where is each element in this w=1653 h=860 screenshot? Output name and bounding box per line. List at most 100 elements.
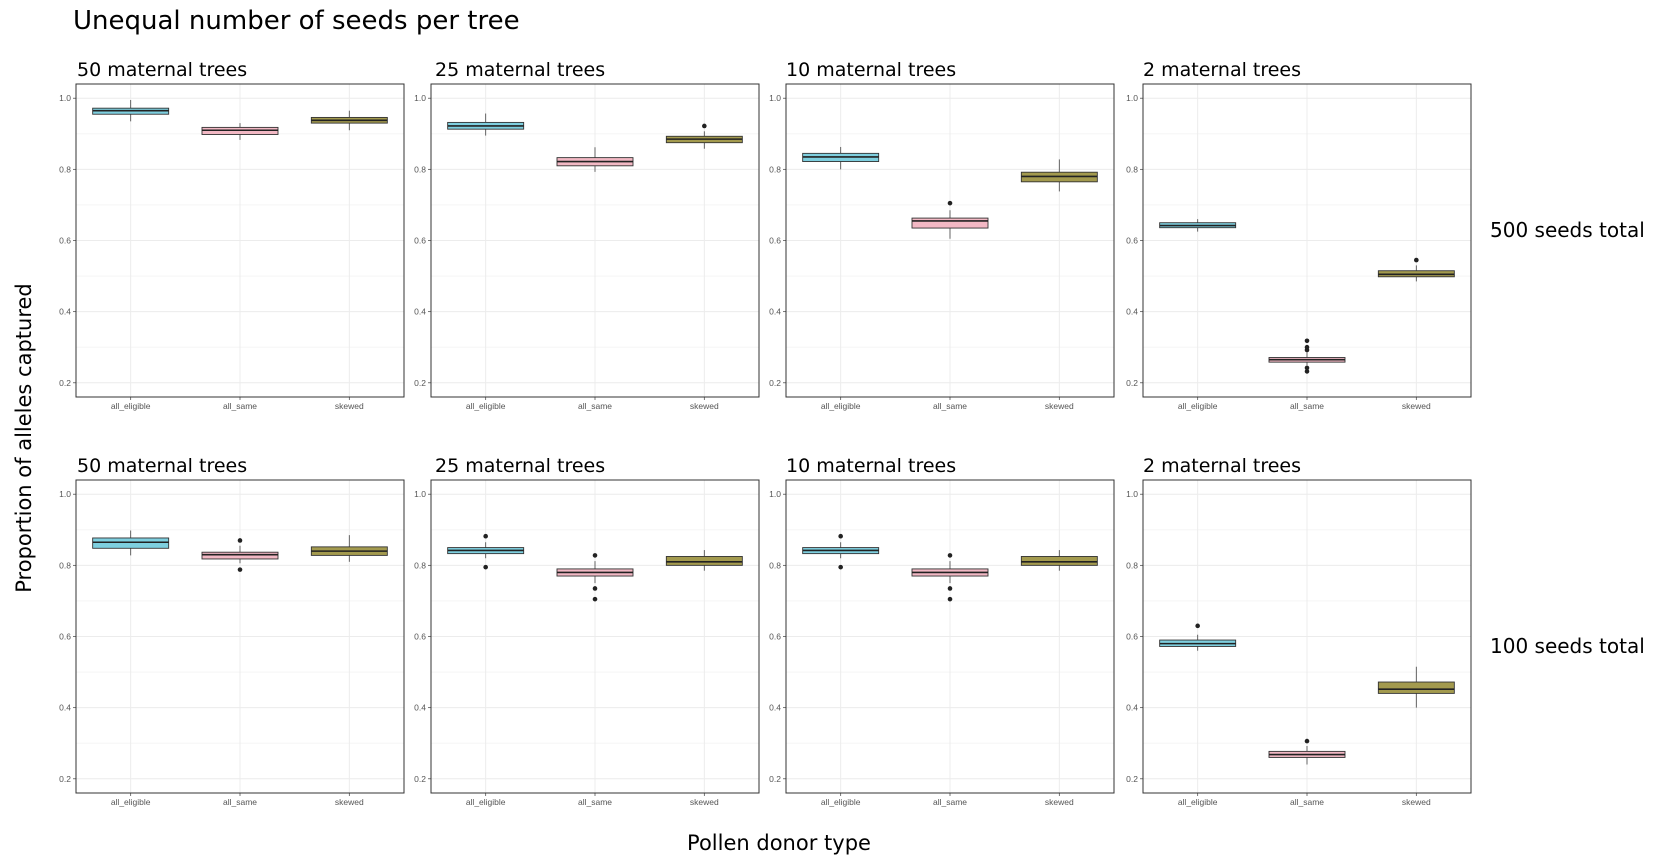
x-axis-label: Pollen donor type [687, 831, 871, 855]
y-tick-label: 1.0 [414, 489, 426, 499]
box-skewed [310, 535, 388, 562]
outlier-point [702, 123, 707, 129]
box-skewed [1377, 666, 1455, 708]
y-tick-label: 0.2 [59, 378, 71, 388]
y-tick-label: 0.2 [1126, 378, 1138, 388]
y-tick-label: 1.0 [59, 489, 71, 499]
x-tick-label: all_eligible [111, 797, 151, 807]
box-all_same [1268, 338, 1346, 374]
box-skewed [310, 110, 388, 131]
x-tick-label: all_same [1290, 797, 1324, 807]
outlier-point [1414, 257, 1419, 263]
outlier-point [947, 553, 953, 558]
y-tick-label: 1.0 [769, 489, 781, 499]
panel-2: 25 maternal trees 0.2 0.4 0.6 0.8 1.0 all_elig… [414, 59, 760, 411]
x-tick-label: skewed [690, 401, 719, 411]
x-tick-label: all_eligible [111, 401, 151, 411]
panel-title: 10 maternal trees [786, 455, 956, 477]
y-tick-label: 0.4 [1126, 307, 1138, 317]
y-tick-label: 0.6 [414, 236, 426, 246]
box-all_same [556, 553, 634, 602]
y-tick-label: 0.8 [59, 560, 71, 570]
box-body [1020, 556, 1098, 566]
x-tick-label: all_eligible [821, 401, 861, 411]
outlier-point [237, 567, 243, 572]
x-tick-label: all_same [933, 401, 967, 411]
box-body [92, 537, 170, 549]
panel-frame [785, 479, 1115, 794]
outlier-point [1304, 338, 1310, 344]
box-skewed [665, 123, 743, 149]
box-body [201, 551, 279, 560]
y-tick-label: 0.2 [59, 774, 71, 784]
panel-frame [430, 479, 760, 794]
box-all_same [1268, 738, 1346, 765]
y-tick-label: 0.6 [1126, 632, 1138, 642]
box-all_same [556, 147, 634, 172]
y-tick-label: 0.8 [414, 164, 426, 174]
y-tick-label: 0.6 [1126, 236, 1138, 246]
x-tick-label: all_same [223, 797, 257, 807]
box-all_eligible [447, 533, 525, 570]
x-tick-label: skewed [690, 797, 719, 807]
outlier-point [1304, 738, 1310, 744]
y-tick-label: 0.4 [414, 307, 426, 317]
panel-frame [75, 83, 405, 398]
outlier-point [838, 564, 843, 570]
outlier-point [592, 596, 598, 602]
y-tick-label: 1.0 [59, 93, 71, 103]
y-tick-label: 0.4 [769, 307, 781, 317]
panel-title: 2 maternal trees [1143, 455, 1301, 477]
box-skewed [1377, 257, 1455, 282]
panel-frame [430, 83, 760, 398]
outlier-point [1195, 623, 1200, 629]
panels-group: 50 maternal trees 0.2 0.4 0.6 0.8 1.0 all_elig… [59, 59, 1472, 807]
panel-6: 25 maternal trees 0.2 0.4 0.6 0.8 1.0 all_elig… [414, 455, 760, 807]
outlier-point [592, 553, 598, 558]
box-all_eligible [1159, 623, 1237, 651]
outlier-point [947, 596, 953, 602]
y-tick-label: 1.0 [1126, 93, 1138, 103]
outlier-point [592, 586, 598, 591]
y-tick-label: 0.4 [1126, 703, 1138, 713]
outlier-point [947, 200, 953, 206]
x-tick-label: all_same [578, 797, 612, 807]
outlier-point [838, 533, 843, 539]
panel-3: 10 maternal trees 0.2 0.4 0.6 0.8 1.0 all_elig… [769, 59, 1115, 411]
panel-1: 50 maternal trees 0.2 0.4 0.6 0.8 1.0 all_elig… [59, 59, 405, 411]
y-tick-label: 1.0 [414, 93, 426, 103]
x-tick-label: skewed [1402, 401, 1431, 411]
x-tick-label: all_eligible [466, 797, 506, 807]
box-all_eligible [802, 533, 880, 570]
box-all_eligible [92, 100, 170, 122]
x-tick-label: all_same [578, 401, 612, 411]
panel-frame [785, 83, 1115, 398]
x-tick-label: skewed [1045, 401, 1074, 411]
x-tick-label: skewed [335, 401, 364, 411]
outlier-point [483, 564, 488, 570]
panel-title: 25 maternal trees [435, 59, 605, 81]
x-tick-label: all_eligible [1178, 401, 1218, 411]
y-tick-label: 0.8 [769, 164, 781, 174]
panel-8: 2 maternal trees 0.2 0.4 0.6 0.8 1.0 all_eligi… [1126, 455, 1472, 807]
box-all_eligible [802, 146, 880, 170]
outlier-point [1304, 365, 1310, 371]
y-tick-label: 0.2 [1126, 774, 1138, 784]
x-tick-label: skewed [1045, 797, 1074, 807]
y-tick-label: 0.6 [769, 632, 781, 642]
panel-frame [75, 479, 405, 794]
y-tick-label: 0.6 [414, 632, 426, 642]
panel-frame [1142, 479, 1472, 794]
y-tick-label: 0.2 [414, 378, 426, 388]
panel-title: 2 maternal trees [1143, 59, 1301, 81]
box-all_same [911, 553, 989, 602]
y-tick-label: 0.6 [769, 236, 781, 246]
y-tick-label: 0.2 [769, 774, 781, 784]
box-all_same [201, 538, 279, 572]
outlier-point [483, 533, 488, 539]
y-tick-label: 0.4 [59, 703, 71, 713]
y-tick-label: 0.4 [59, 307, 71, 317]
x-tick-label: all_eligible [466, 401, 506, 411]
panel-frame [1142, 83, 1472, 398]
